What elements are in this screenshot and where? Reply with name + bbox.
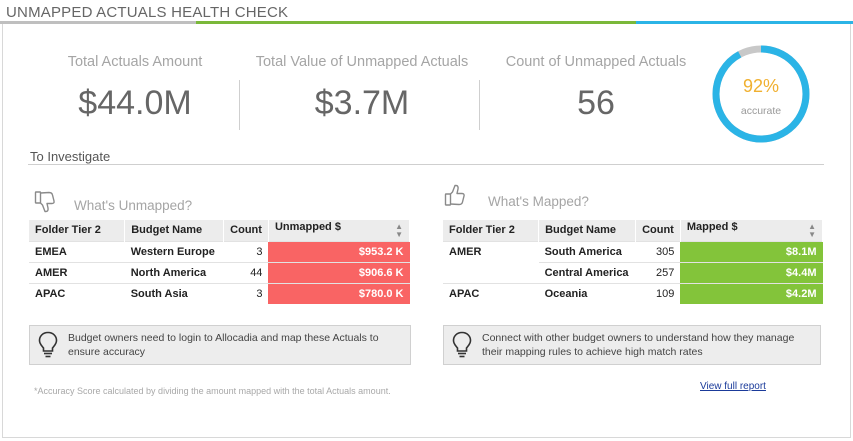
kpi-value: 56 bbox=[577, 84, 615, 122]
sort-icon[interactable]: ▲ ▼ bbox=[395, 222, 403, 240]
accuracy-gauge: 92% accurate bbox=[709, 42, 813, 146]
folder-cell: EMEA bbox=[29, 240, 125, 262]
table-header-row: Folder Tier 2 Budget Name Count Unmapped… bbox=[29, 220, 411, 241]
column-header[interactable]: Folder Tier 2 bbox=[443, 220, 540, 241]
unmapped-table: Folder Tier 2 Budget Name Count Unmapped… bbox=[29, 220, 411, 304]
header-bar-blue bbox=[636, 21, 853, 24]
table-row[interactable]: APAC South Asia 3 $780.0 K bbox=[29, 282, 410, 304]
column-header[interactable]: Budget Name bbox=[124, 220, 225, 241]
tip-box-unmapped: Budget owners need to login to Allocadia… bbox=[29, 325, 411, 365]
table-row[interactable]: EMEA Western Europe 3 $953.2 K bbox=[29, 240, 410, 262]
budget-cell: South America bbox=[538, 240, 636, 262]
lightbulb-icon bbox=[38, 331, 58, 358]
folder-cell: AMER bbox=[29, 261, 125, 283]
kpi-unmapped-value: Total Value of Unmapped Actuals $3.7M bbox=[246, 54, 478, 123]
header-bar-green bbox=[196, 21, 636, 24]
header-bar-gray bbox=[0, 21, 196, 24]
lightbulb-icon bbox=[452, 331, 472, 358]
section-heading-investigate: To Investigate bbox=[30, 149, 111, 164]
column-header[interactable]: Budget Name bbox=[538, 220, 637, 241]
page-title: UNMAPPED ACTUALS HEALTH CHECK bbox=[6, 4, 289, 21]
gauge-arc bbox=[712, 45, 810, 143]
table-row[interactable]: AMER North America 44 $906.6 K bbox=[29, 261, 410, 283]
amount-cell: $906.6 K bbox=[268, 261, 410, 283]
column-header[interactable]: Count bbox=[223, 220, 269, 241]
table-row[interactable]: Central America 257 $4.4M bbox=[443, 261, 823, 283]
column-header-label: Mapped $ bbox=[686, 221, 738, 234]
count-cell: 3 bbox=[223, 240, 269, 262]
count-cell: 257 bbox=[635, 261, 681, 283]
footnote: *Accuracy Score calculated by dividing t… bbox=[34, 386, 391, 396]
budget-cell: Western Europe bbox=[124, 240, 224, 262]
kpi-divider bbox=[479, 80, 480, 130]
folder-cell: AMER bbox=[443, 240, 539, 262]
section-title-unmapped: What's Unmapped? bbox=[74, 198, 193, 213]
budget-cell: South Asia bbox=[124, 282, 224, 304]
thumbs-up-icon bbox=[444, 184, 465, 206]
kpi-divider bbox=[239, 80, 240, 130]
kpi-unmapped-count: Count of Unmapped Actuals 56 bbox=[494, 54, 698, 123]
mapped-table: Folder Tier 2 Budget Name Count Mapped $… bbox=[443, 220, 824, 304]
tip-box-mapped: Connect with other budget owners to unde… bbox=[443, 325, 821, 365]
table-row[interactable]: APAC Oceania 109 $4.2M bbox=[443, 282, 823, 304]
section-title-mapped: What's Mapped? bbox=[488, 194, 589, 209]
gauge-percent: 92% bbox=[742, 76, 780, 96]
kpi-label: Count of Unmapped Actuals bbox=[505, 54, 687, 70]
divider bbox=[28, 164, 824, 165]
folder-cell: APAC bbox=[29, 282, 125, 304]
view-full-report-link[interactable]: View full report bbox=[700, 381, 766, 392]
amount-cell: $4.4M bbox=[680, 261, 823, 283]
column-header[interactable]: Folder Tier 2 bbox=[29, 220, 126, 241]
column-header-sortable[interactable]: Unmapped $ ▲ ▼ bbox=[268, 220, 411, 241]
gauge-sub-label: accurate bbox=[740, 105, 782, 117]
column-header-label: Unmapped $ bbox=[274, 221, 341, 234]
budget-cell: Central America bbox=[538, 261, 636, 283]
amount-cell: $953.2 K bbox=[268, 240, 410, 262]
column-header[interactable]: Count bbox=[635, 220, 681, 241]
budget-cell: Oceania bbox=[538, 282, 636, 304]
count-cell: 305 bbox=[635, 240, 681, 262]
kpi-value: $3.7M bbox=[314, 84, 410, 122]
kpi-total-actuals: Total Actuals Amount $44.0M bbox=[40, 54, 230, 123]
sort-icon[interactable]: ▲ ▼ bbox=[808, 222, 816, 240]
table-row[interactable]: AMER South America 305 $8.1M bbox=[443, 240, 823, 262]
thumbs-down-icon bbox=[34, 191, 55, 213]
tip-text: Connect with other budget owners to unde… bbox=[482, 332, 795, 358]
table-header-row: Folder Tier 2 Budget Name Count Mapped $… bbox=[443, 220, 824, 241]
kpi-label: Total Value of Unmapped Actuals bbox=[255, 54, 469, 70]
header: UNMAPPED ACTUALS HEALTH CHECK bbox=[0, 0, 853, 24]
kpi-value: $44.0M bbox=[78, 84, 192, 122]
count-cell: 44 bbox=[223, 261, 269, 283]
count-cell: 3 bbox=[223, 282, 269, 304]
tip-text: Budget owners need to login to Allocadia… bbox=[68, 332, 379, 358]
folder-cell bbox=[443, 262, 539, 283]
column-header-sortable[interactable]: Mapped $ ▲ ▼ bbox=[680, 220, 824, 241]
folder-cell: APAC bbox=[443, 282, 539, 304]
amount-cell: $8.1M bbox=[680, 240, 823, 262]
amount-cell: $4.2M bbox=[680, 282, 823, 304]
dashboard-panel bbox=[2, 24, 851, 438]
gauge-ring bbox=[712, 45, 810, 143]
count-cell: 109 bbox=[635, 282, 681, 304]
budget-cell: North America bbox=[124, 261, 224, 283]
amount-cell: $780.0 K bbox=[268, 282, 410, 304]
kpi-label: Total Actuals Amount bbox=[67, 54, 203, 70]
